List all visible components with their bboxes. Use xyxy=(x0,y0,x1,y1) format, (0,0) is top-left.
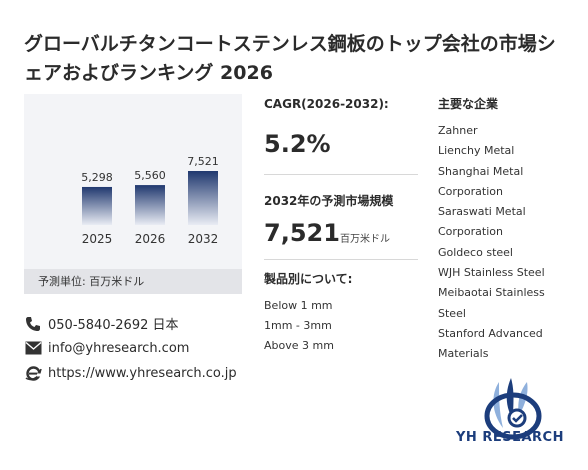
company-item: Materials xyxy=(438,347,489,361)
company-item: Corporation xyxy=(438,184,503,198)
company-item: WJH Stainless Steel xyxy=(438,266,545,280)
forecast-value: 7,521 xyxy=(264,219,340,247)
chart-unit-footer: 予測単位: 百万米ドル xyxy=(24,269,242,294)
forecast-unit: 百万米ドル xyxy=(340,234,390,245)
x-tick-label: 2032 xyxy=(188,232,219,246)
chart-panel: 5,298 2025 5,560 2026 7,521 2032 xyxy=(24,94,242,294)
contact-phone: 050-5840-2692 日本 xyxy=(24,314,179,333)
company-item: Shanghai Metal xyxy=(438,164,524,178)
companies-list: Zahner Lienchy Metal Shanghai Metal Corp… xyxy=(438,121,578,365)
contact-email: info@yhresearch.com xyxy=(24,339,189,357)
logo-text: YH RESEARCH xyxy=(456,430,564,445)
forecast-label: 2032年の予測市場規模 xyxy=(264,194,394,208)
cagr-value: 5.2% xyxy=(264,130,331,158)
company-item: Steel xyxy=(438,306,466,320)
segment-item: 1mm - 3mm xyxy=(264,319,332,332)
company-item: Stanford Advanced xyxy=(438,326,543,340)
company-item: Lienchy Metal xyxy=(438,144,515,158)
bar-chart: 5,298 2025 5,560 2026 7,521 2032 xyxy=(81,155,219,246)
x-tick-label: 2026 xyxy=(135,232,166,246)
email-link[interactable]: info@yhresearch.com xyxy=(48,340,190,356)
data-label: 7,521 xyxy=(187,155,219,168)
mail-icon xyxy=(24,339,42,357)
company-item: Goldeco steel xyxy=(438,245,513,259)
bar-2032 xyxy=(188,171,218,225)
phone-text: 050-5840-2692 日本 xyxy=(48,318,179,333)
phone-icon xyxy=(24,315,42,333)
divider xyxy=(264,174,418,175)
browser-icon xyxy=(24,364,42,382)
data-label: 5,560 xyxy=(134,169,166,182)
contact-website: https://www.yhresearch.co.jp xyxy=(24,364,237,382)
cagr-label: CAGR(2026-2032): xyxy=(264,97,389,111)
x-tick-label: 2025 xyxy=(82,232,113,246)
bar-2025 xyxy=(82,186,112,225)
divider xyxy=(264,259,418,260)
segment-item: Below 1 mm xyxy=(264,299,333,312)
company-item: Corporation xyxy=(438,225,503,239)
website-link[interactable]: https://www.yhresearch.co.jp xyxy=(48,365,237,381)
company-item: Saraswati Metal xyxy=(438,205,526,219)
segments-label: 製品別について: xyxy=(264,272,353,286)
company-item: Meibaotai Stainless xyxy=(438,286,545,300)
data-label: 5,298 xyxy=(81,171,113,184)
page-title: グローバルチタンコートステンレス鋼板のトップ会社の市場シェアおよびランキング 2… xyxy=(24,33,556,84)
yh-research-logo xyxy=(484,378,542,440)
segment-item: Above 3 mm xyxy=(264,339,334,352)
company-item: Zahner xyxy=(438,124,478,137)
bar-2026 xyxy=(135,185,165,225)
companies-title: 主要な企業 xyxy=(438,97,499,111)
